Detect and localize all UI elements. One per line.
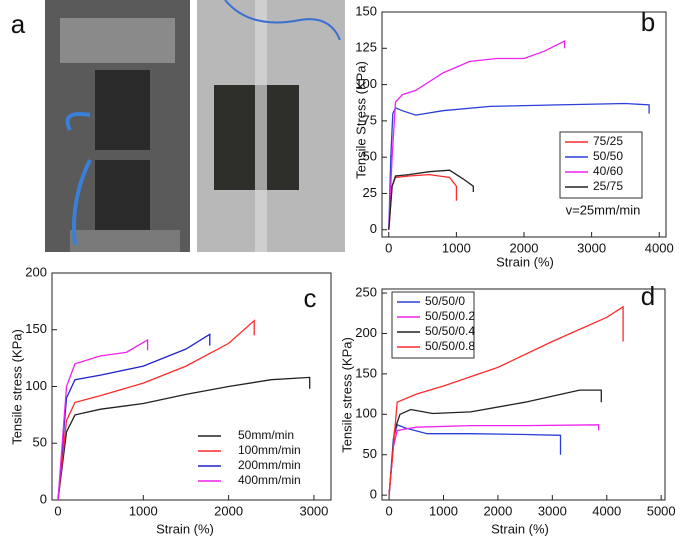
legend-label: 75/25 <box>593 134 623 148</box>
y-tick-label: 100 <box>355 406 377 421</box>
y-tick-label: 250 <box>355 284 377 299</box>
x-tick-label: 3000 <box>299 503 328 518</box>
x-tick-label: 1000 <box>429 503 458 518</box>
y-tick-label: 150 <box>25 321 47 336</box>
legend-label: 40/60 <box>593 164 623 178</box>
data-line <box>388 173 458 230</box>
panel-label: c <box>304 283 317 313</box>
data-line <box>57 376 311 501</box>
x-tick-label: 0 <box>54 503 61 518</box>
cable <box>65 112 92 246</box>
data-line <box>388 424 600 496</box>
x-axis-label: Strain (%) <box>491 521 549 536</box>
legend-label: 200mm/min <box>238 458 301 472</box>
legend-label: 50/50/0 <box>425 294 465 308</box>
x-tick-label: 3000 <box>577 240 606 255</box>
legend-label: 50/50/0.8 <box>425 339 475 353</box>
y-tick-label: 50 <box>33 435 47 450</box>
data-line <box>388 39 566 230</box>
data-line <box>57 338 149 501</box>
specimen <box>255 0 267 252</box>
panel-label: d <box>641 281 655 311</box>
plot-frame <box>381 288 666 501</box>
photo-panel <box>45 0 345 252</box>
x-tick-label: 2000 <box>214 503 243 518</box>
y-tick-label: 50 <box>363 446 377 461</box>
clamp-bottom <box>95 160 150 235</box>
data-line <box>388 169 474 230</box>
y-axis-label: Tensile stress (KPa) <box>9 329 24 445</box>
clamp-top <box>95 70 150 150</box>
y-tick-label: 50 <box>363 149 377 164</box>
x-tick-label: 5000 <box>647 503 676 518</box>
x-tick-label: 4000 <box>592 503 621 518</box>
legend-label: 400mm/min <box>238 473 301 487</box>
y-tick-label: 125 <box>355 40 377 55</box>
data-line <box>388 423 562 496</box>
legend-label: 50/50/0.4 <box>425 324 475 338</box>
x-tick-label: 2000 <box>483 503 512 518</box>
y-tick-label: 100 <box>355 76 377 91</box>
legend-label: 50mm/min <box>238 428 294 442</box>
data-line <box>388 389 602 496</box>
cable <box>224 0 341 41</box>
panel-label: b <box>641 7 655 37</box>
data-line <box>388 102 650 230</box>
x-tick-label: 1000 <box>442 240 471 255</box>
x-tick-label: 0 <box>385 240 392 255</box>
legend-label: 25/75 <box>593 179 623 193</box>
y-tick-label: 200 <box>355 325 377 340</box>
grip-top <box>60 18 175 63</box>
y-tick-label: 0 <box>370 221 377 236</box>
y-tick-label: 100 <box>25 378 47 393</box>
y-axis-label: Tensile Stress (KPa) <box>353 61 368 179</box>
x-tick-label: 4000 <box>645 240 674 255</box>
y-axis-label: Tensile stress (KPa) <box>339 337 354 453</box>
x-axis-label: Strain (%) <box>496 254 554 269</box>
x-tick-label: 2000 <box>510 240 539 255</box>
annotation: v=25mm/min <box>566 202 641 217</box>
x-tick-label: 0 <box>385 503 392 518</box>
data-line <box>388 305 624 496</box>
y-tick-label: 150 <box>355 365 377 380</box>
legend-label: 50/50 <box>593 149 623 163</box>
x-axis-label: Strain (%) <box>156 521 214 536</box>
data-line <box>57 333 211 501</box>
panel-label: a <box>11 9 26 39</box>
y-tick-label: 0 <box>370 487 377 502</box>
y-tick-label: 200 <box>25 264 47 279</box>
y-tick-label: 25 <box>363 185 377 200</box>
grip-bottom <box>70 230 180 252</box>
data-line <box>57 319 255 501</box>
y-tick-label: 150 <box>355 3 377 18</box>
legend-label: 100mm/min <box>238 443 301 457</box>
x-tick-label: 1000 <box>129 503 158 518</box>
legend-label: 50/50/0.2 <box>425 309 475 323</box>
x-tick-label: 3000 <box>538 503 567 518</box>
y-tick-label: 0 <box>40 491 47 506</box>
y-tick-label: 75 <box>363 112 377 127</box>
